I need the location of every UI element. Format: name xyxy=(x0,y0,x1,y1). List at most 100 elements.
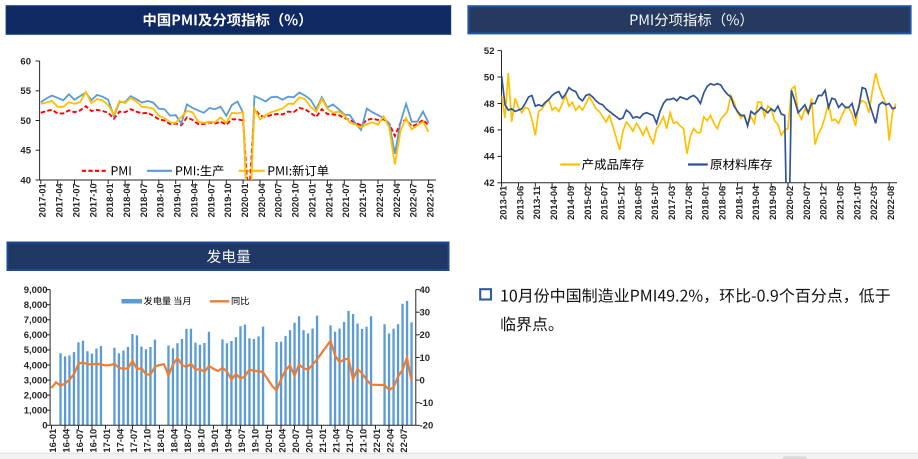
svg-text:2022-04: 2022-04 xyxy=(392,182,402,217)
svg-text:45: 45 xyxy=(20,146,31,157)
svg-text:2022-08: 2022-08 xyxy=(886,186,896,220)
svg-text:2018-06: 2018-06 xyxy=(718,186,728,220)
svg-text:2019-09: 2019-09 xyxy=(768,186,778,220)
svg-text:0: 0 xyxy=(42,421,47,432)
svg-text:8,000: 8,000 xyxy=(24,300,48,311)
svg-text:40: 40 xyxy=(20,175,31,186)
svg-text:2020-04: 2020-04 xyxy=(278,428,288,459)
svg-text:40: 40 xyxy=(420,285,431,296)
svg-text:2018-07: 2018-07 xyxy=(139,183,149,217)
svg-text:-20: -20 xyxy=(420,421,434,432)
svg-text:2021-04: 2021-04 xyxy=(332,428,342,459)
svg-text:2018-01: 2018-01 xyxy=(105,183,115,217)
svg-text:2,000: 2,000 xyxy=(24,390,48,401)
svg-text:2019-04: 2019-04 xyxy=(751,185,761,220)
svg-text:2019-10: 2019-10 xyxy=(223,183,233,217)
svg-text:50: 50 xyxy=(484,72,495,83)
svg-text:2013-06: 2013-06 xyxy=(515,186,525,220)
svg-text:2017-01: 2017-01 xyxy=(38,183,48,217)
svg-text:-10: -10 xyxy=(420,398,434,409)
svg-text:2021-10: 2021-10 xyxy=(358,183,368,217)
svg-text:2019-04: 2019-04 xyxy=(189,182,199,217)
svg-text:20: 20 xyxy=(420,330,431,341)
svg-text:2021-10: 2021-10 xyxy=(852,186,862,220)
svg-text:2021-10: 2021-10 xyxy=(359,429,369,459)
svg-text:2016-01: 2016-01 xyxy=(48,429,58,459)
svg-text:7,000: 7,000 xyxy=(24,315,48,326)
svg-text:2020-10: 2020-10 xyxy=(291,183,301,217)
svg-text:2017-10: 2017-10 xyxy=(88,183,98,217)
svg-text:2015-07: 2015-07 xyxy=(600,186,610,220)
svg-text:60: 60 xyxy=(20,56,31,67)
svg-text:2019-07: 2019-07 xyxy=(237,429,247,459)
svg-text:2020-01: 2020-01 xyxy=(264,429,274,459)
svg-text:2017-01: 2017-01 xyxy=(102,429,112,459)
svg-text:2022-03: 2022-03 xyxy=(869,186,879,220)
svg-text:2018-04: 2018-04 xyxy=(122,182,132,217)
svg-text:2021-01: 2021-01 xyxy=(318,429,328,459)
svg-text:2014-04: 2014-04 xyxy=(549,185,559,220)
svg-text:2022-01: 2022-01 xyxy=(375,183,385,217)
svg-text:2021-07: 2021-07 xyxy=(345,429,355,459)
svg-text:2021-07: 2021-07 xyxy=(341,183,351,217)
svg-text:50: 50 xyxy=(20,116,31,127)
svg-text:46: 46 xyxy=(484,125,495,136)
svg-text:2020-04: 2020-04 xyxy=(257,182,267,217)
svg-text:6,000: 6,000 xyxy=(24,330,48,341)
svg-text:0: 0 xyxy=(420,375,425,386)
svg-text:48: 48 xyxy=(484,99,495,110)
svg-text:2018-01: 2018-01 xyxy=(156,429,166,459)
svg-text:2017-04: 2017-04 xyxy=(116,428,126,459)
svg-text:52: 52 xyxy=(484,46,495,57)
svg-text:2017-07: 2017-07 xyxy=(71,183,81,217)
svg-text:2022-04: 2022-04 xyxy=(386,428,396,459)
svg-text:2020-07: 2020-07 xyxy=(291,429,301,459)
svg-text:2013-11: 2013-11 xyxy=(532,186,542,220)
svg-text:2022-07: 2022-07 xyxy=(399,429,409,459)
svg-text:44: 44 xyxy=(484,152,495,163)
svg-text:55: 55 xyxy=(20,86,31,97)
svg-text:2021-01: 2021-01 xyxy=(308,183,318,217)
svg-text:2017-08: 2017-08 xyxy=(684,186,694,220)
svg-text:2020-02: 2020-02 xyxy=(785,186,795,220)
svg-text:2020-01: 2020-01 xyxy=(240,183,250,217)
svg-text:9,000: 9,000 xyxy=(24,285,48,296)
svg-text:2020-10: 2020-10 xyxy=(305,429,315,459)
svg-text:2015-12: 2015-12 xyxy=(617,186,627,220)
svg-text:2019-07: 2019-07 xyxy=(206,183,216,217)
svg-text:2018-10: 2018-10 xyxy=(197,429,207,459)
svg-text:10: 10 xyxy=(420,353,431,364)
svg-text:4,000: 4,000 xyxy=(24,360,48,371)
svg-text:3,000: 3,000 xyxy=(24,375,48,386)
svg-text:2016-05: 2016-05 xyxy=(633,186,643,220)
svg-text:2021-04: 2021-04 xyxy=(324,182,334,217)
svg-text:2016-07: 2016-07 xyxy=(75,429,85,459)
svg-text:2019-04: 2019-04 xyxy=(224,428,234,459)
svg-text:2018-04: 2018-04 xyxy=(170,428,180,459)
svg-text:2020-07: 2020-07 xyxy=(802,186,812,220)
svg-text:2019-01: 2019-01 xyxy=(173,183,183,217)
svg-text:2016-10: 2016-10 xyxy=(650,186,660,220)
svg-text:1,000: 1,000 xyxy=(24,406,48,417)
svg-text:2017-07: 2017-07 xyxy=(129,429,139,459)
svg-text:2020-07: 2020-07 xyxy=(274,183,284,217)
svg-text:2018-11: 2018-11 xyxy=(734,186,744,220)
svg-text:2017-10: 2017-10 xyxy=(143,429,153,459)
svg-text:2022-01: 2022-01 xyxy=(372,429,382,459)
svg-text:30: 30 xyxy=(420,308,431,319)
svg-text:2017-04: 2017-04 xyxy=(55,182,65,217)
svg-text:5,000: 5,000 xyxy=(24,345,48,356)
svg-text:2016-10: 2016-10 xyxy=(89,429,99,459)
svg-text:2018-07: 2018-07 xyxy=(183,429,193,459)
svg-text:2018-01: 2018-01 xyxy=(701,186,711,220)
svg-text:2019-01: 2019-01 xyxy=(210,429,220,459)
svg-text:2022-10: 2022-10 xyxy=(426,183,436,217)
svg-text:2016-04: 2016-04 xyxy=(62,428,72,459)
svg-text:2015-02: 2015-02 xyxy=(583,186,593,220)
svg-text:2020-12: 2020-12 xyxy=(819,186,829,220)
svg-text:2018-10: 2018-10 xyxy=(156,183,166,217)
svg-text:2022-07: 2022-07 xyxy=(409,183,419,217)
svg-text:2013-01: 2013-01 xyxy=(499,186,509,220)
svg-text:2017-03: 2017-03 xyxy=(667,186,677,220)
svg-text:42: 42 xyxy=(484,178,495,189)
